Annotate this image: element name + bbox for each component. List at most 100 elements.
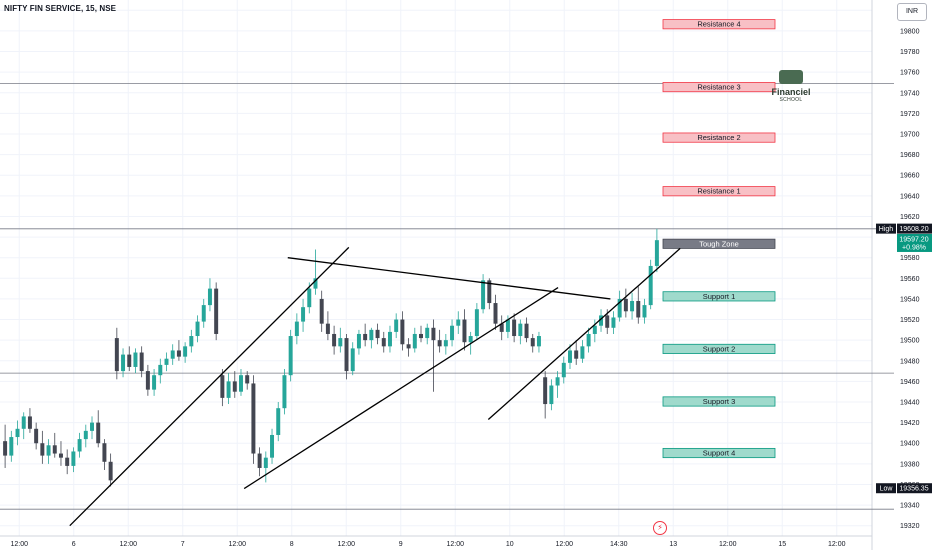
- candle[interactable]: [108, 453, 113, 487]
- candle[interactable]: [90, 416, 94, 440]
- candle[interactable]: [599, 309, 604, 332]
- candle[interactable]: [207, 278, 212, 312]
- zone-resistance[interactable]: [662, 132, 776, 143]
- candle[interactable]: [251, 375, 256, 464]
- candle[interactable]: [313, 249, 318, 295]
- candle[interactable]: [344, 333, 349, 380]
- candle[interactable]: [431, 319, 436, 392]
- candle[interactable]: [294, 313, 299, 345]
- candle[interactable]: [400, 311, 405, 351]
- candle[interactable]: [363, 323, 368, 347]
- candle[interactable]: [443, 333, 448, 355]
- zone-support[interactable]: [662, 447, 776, 459]
- candle[interactable]: [350, 342, 355, 376]
- candle[interactable]: [21, 412, 26, 440]
- candle[interactable]: [139, 346, 144, 378]
- candle[interactable]: [623, 288, 628, 318]
- candle[interactable]: [276, 402, 281, 442]
- candle[interactable]: [226, 373, 231, 405]
- zone-support[interactable]: [662, 396, 776, 407]
- candle[interactable]: [282, 369, 287, 415]
- candle[interactable]: [102, 439, 107, 471]
- candle[interactable]: [183, 342, 188, 363]
- candle[interactable]: [437, 329, 442, 353]
- zone-support[interactable]: [662, 291, 776, 302]
- trendline[interactable]: [487, 247, 681, 421]
- candle[interactable]: [301, 298, 306, 332]
- candle[interactable]: [394, 313, 399, 339]
- candle[interactable]: [648, 259, 653, 310]
- candle[interactable]: [170, 344, 175, 365]
- zone-support[interactable]: [662, 343, 776, 354]
- candle[interactable]: [524, 317, 529, 343]
- candle[interactable]: [555, 371, 560, 398]
- candle[interactable]: [201, 298, 206, 328]
- candle[interactable]: [611, 311, 616, 334]
- candle[interactable]: [319, 290, 324, 332]
- candle[interactable]: [369, 327, 374, 349]
- candle[interactable]: [121, 348, 126, 378]
- candle[interactable]: [481, 274, 486, 314]
- candle[interactable]: [630, 292, 635, 320]
- candle[interactable]: [493, 294, 498, 330]
- candle[interactable]: [40, 430, 45, 464]
- candle[interactable]: [636, 286, 641, 324]
- candle[interactable]: [71, 447, 76, 473]
- candle[interactable]: [387, 325, 392, 353]
- zone-resistance[interactable]: [662, 186, 776, 197]
- candle[interactable]: [518, 319, 523, 345]
- candle[interactable]: [450, 319, 455, 347]
- candle[interactable]: [77, 432, 82, 458]
- candle[interactable]: [512, 313, 517, 343]
- candle[interactable]: [381, 331, 386, 353]
- candle[interactable]: [561, 356, 566, 384]
- candle[interactable]: [456, 311, 461, 334]
- candle[interactable]: [592, 319, 597, 343]
- candle[interactable]: [152, 369, 157, 396]
- candle[interactable]: [375, 323, 380, 345]
- candle[interactable]: [425, 323, 430, 345]
- candle[interactable]: [338, 327, 343, 353]
- candle[interactable]: [288, 329, 293, 382]
- candle[interactable]: [96, 410, 101, 448]
- candle[interactable]: [15, 420, 20, 446]
- candle[interactable]: [617, 290, 622, 322]
- candle[interactable]: [83, 424, 88, 448]
- candle[interactable]: [270, 428, 275, 464]
- candle[interactable]: [406, 338, 411, 357]
- candle[interactable]: [654, 228, 659, 273]
- candle[interactable]: [176, 340, 181, 361]
- candle[interactable]: [34, 422, 39, 450]
- candle[interactable]: [58, 441, 63, 466]
- candle[interactable]: [127, 346, 132, 372]
- candle[interactable]: [263, 451, 268, 483]
- candle[interactable]: [530, 333, 535, 353]
- candle[interactable]: [543, 371, 548, 419]
- candle[interactable]: [232, 371, 237, 398]
- candle[interactable]: [9, 430, 14, 462]
- candle[interactable]: [586, 327, 591, 353]
- trendline[interactable]: [243, 287, 559, 490]
- candle[interactable]: [536, 331, 541, 353]
- candle[interactable]: [356, 329, 361, 355]
- candle[interactable]: [214, 282, 219, 341]
- candle[interactable]: [462, 309, 467, 351]
- candle[interactable]: [257, 447, 262, 477]
- trendline[interactable]: [287, 257, 611, 300]
- candle[interactable]: [574, 340, 579, 365]
- candle[interactable]: [65, 449, 70, 475]
- lightning-icon[interactable]: ⚡: [653, 521, 667, 535]
- candle[interactable]: [189, 329, 194, 353]
- candle[interactable]: [412, 327, 417, 353]
- candle[interactable]: [642, 298, 647, 324]
- candle[interactable]: [499, 315, 504, 341]
- zone-resistance[interactable]: [662, 19, 776, 30]
- candle[interactable]: [220, 369, 225, 407]
- candle[interactable]: [580, 340, 585, 363]
- candle[interactable]: [568, 344, 572, 370]
- zone-tough[interactable]: [662, 238, 776, 249]
- candle[interactable]: [164, 352, 169, 372]
- candle[interactable]: [3, 424, 8, 468]
- candle[interactable]: [325, 311, 330, 341]
